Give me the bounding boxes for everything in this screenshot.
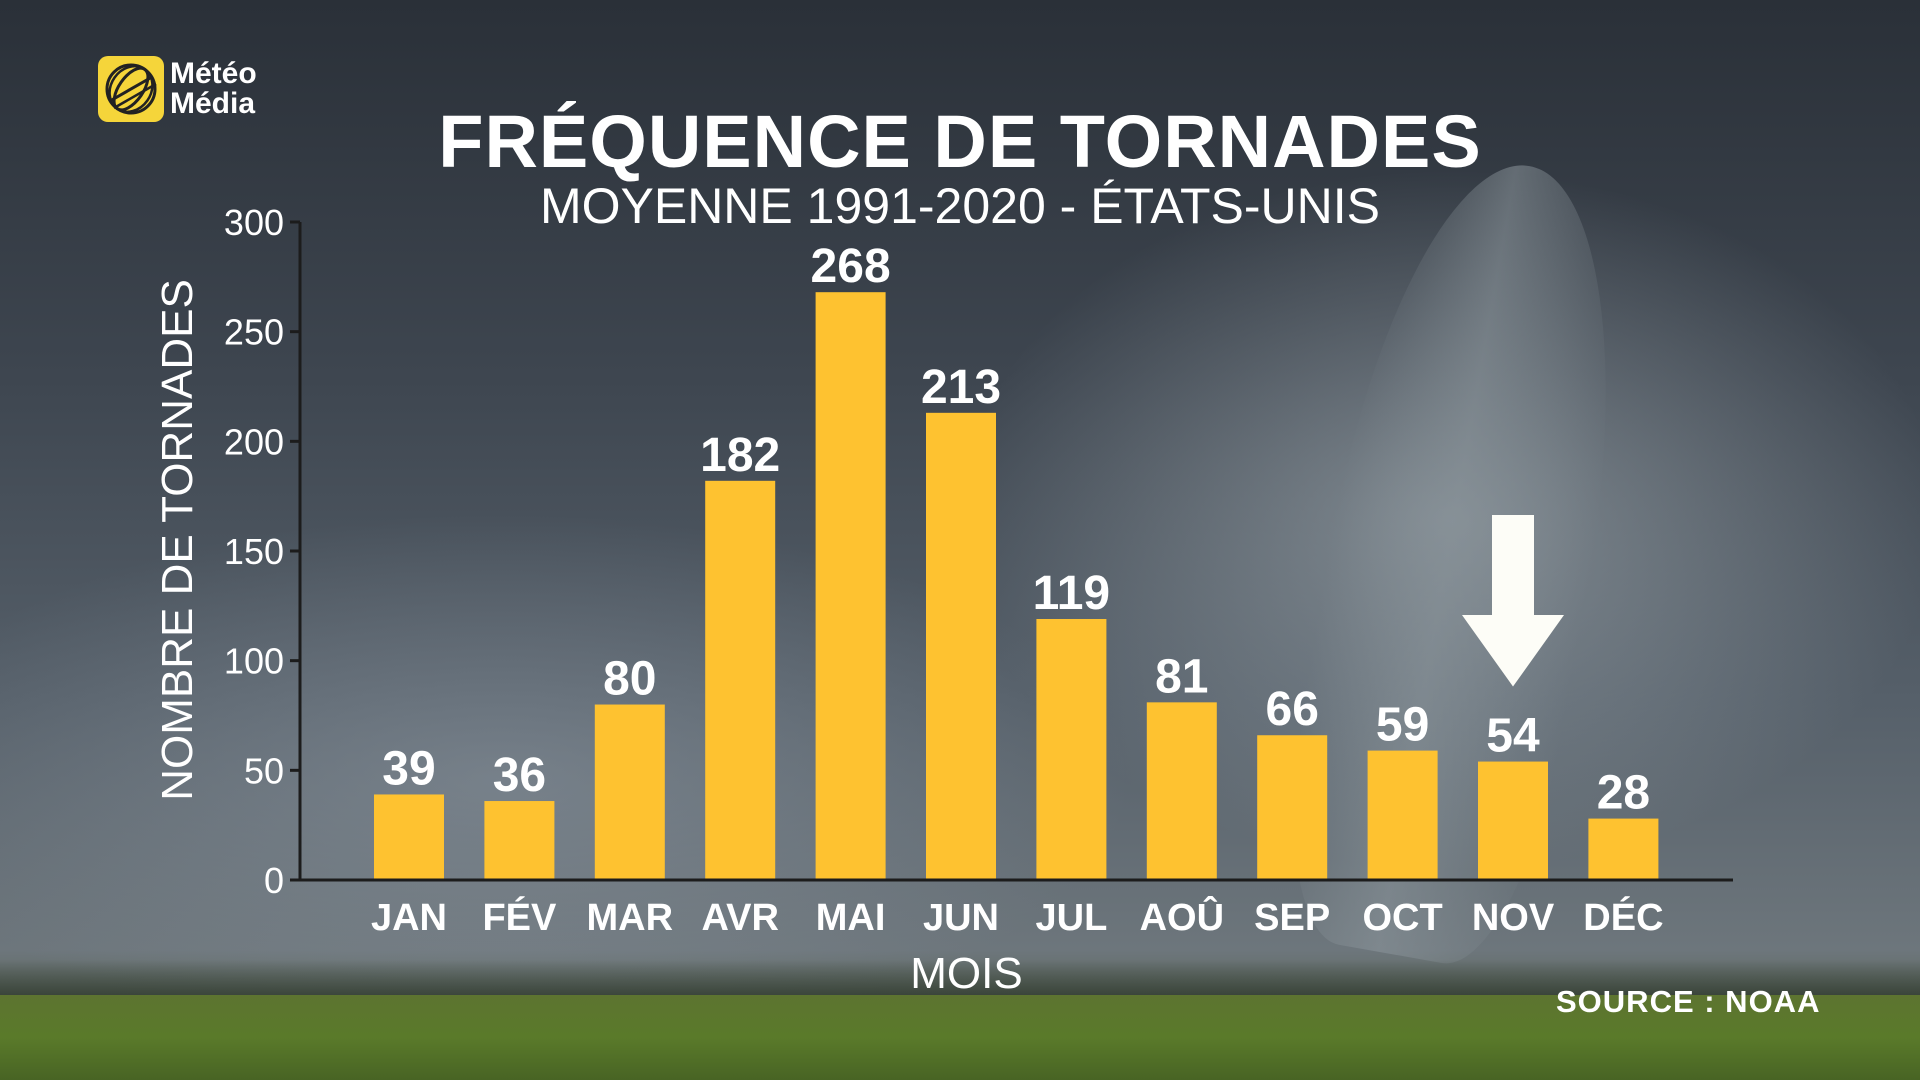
x-tick-label: MAI [816, 897, 886, 939]
bar [1478, 761, 1548, 880]
data-label: 80 [603, 653, 656, 706]
logo-wordmark: Météo Média [170, 59, 257, 119]
x-tick-label: AVR [701, 897, 778, 939]
bar [926, 412, 996, 880]
data-label: 66 [1266, 683, 1319, 736]
bar [705, 480, 776, 880]
y-tick-label: 200 [224, 421, 284, 462]
bar [484, 801, 555, 880]
x-tick-label: JUL [1036, 897, 1108, 939]
bar [594, 704, 665, 880]
source-note: SOURCE : NOAA [1556, 984, 1821, 1019]
field-background [0, 995, 1920, 1080]
bar [374, 794, 444, 880]
y-axis-title: NOMBRE DE TORNADES [153, 279, 202, 801]
bar [1146, 702, 1217, 880]
bar [815, 292, 886, 881]
data-label: 54 [1486, 710, 1540, 763]
data-label: 36 [493, 749, 546, 802]
data-label: 268 [811, 240, 891, 293]
chart-subtitle: MOYENNE 1991-2020 - ÉTATS-UNIS [539, 178, 1381, 234]
data-label: 59 [1376, 699, 1429, 752]
x-tick-label: MAR [587, 897, 674, 939]
y-tick-label: 100 [224, 641, 284, 682]
logo-line-2: Média [170, 87, 256, 120]
x-tick-label: AOÛ [1140, 894, 1224, 939]
globe-icon [98, 56, 164, 122]
down-arrow-icon [1462, 515, 1564, 687]
x-tick-label: JAN [371, 897, 447, 939]
x-tick-label: FÉV [482, 895, 557, 939]
meteomedia-logo: Météo Média [98, 56, 257, 122]
bar [1367, 750, 1438, 880]
data-label: 28 [1597, 767, 1650, 820]
bar [1036, 618, 1107, 880]
x-axis-labels: JAN FÉV MAR AVR MAI JUN JUL AOÛ SEP OCT NOV DÉC [371, 894, 1664, 939]
data-labels: 39 36 80 182 268 213 119 81 66 59 54 28 [382, 240, 1650, 819]
y-tick-label: 150 [224, 531, 284, 572]
y-tick-label: 50 [244, 750, 284, 791]
logo-line-1: Météo [170, 57, 257, 90]
x-tick-label: SEP [1254, 897, 1330, 939]
data-label: 81 [1155, 650, 1208, 703]
y-axis-ticks: 0 50 100 150 200 250 300 [224, 202, 300, 901]
data-label: 119 [1033, 567, 1110, 620]
data-label: 39 [382, 742, 435, 795]
chart-title: FRÉQUENCE DE TORNADES [438, 100, 1482, 183]
y-tick-label: 300 [224, 202, 284, 243]
data-label: 182 [700, 429, 780, 482]
x-tick-label: JUN [923, 897, 999, 939]
bar [1257, 735, 1328, 880]
bars [374, 292, 1659, 881]
x-tick-label: NOV [1472, 897, 1555, 939]
x-tick-label: OCT [1362, 897, 1442, 939]
y-tick-label: 0 [264, 860, 284, 901]
x-axis-title: MOIS [910, 949, 1022, 998]
data-label: 213 [921, 361, 1001, 414]
x-tick-label: DÉC [1583, 895, 1663, 939]
bar [1588, 818, 1659, 880]
y-tick-label: 250 [224, 312, 284, 353]
